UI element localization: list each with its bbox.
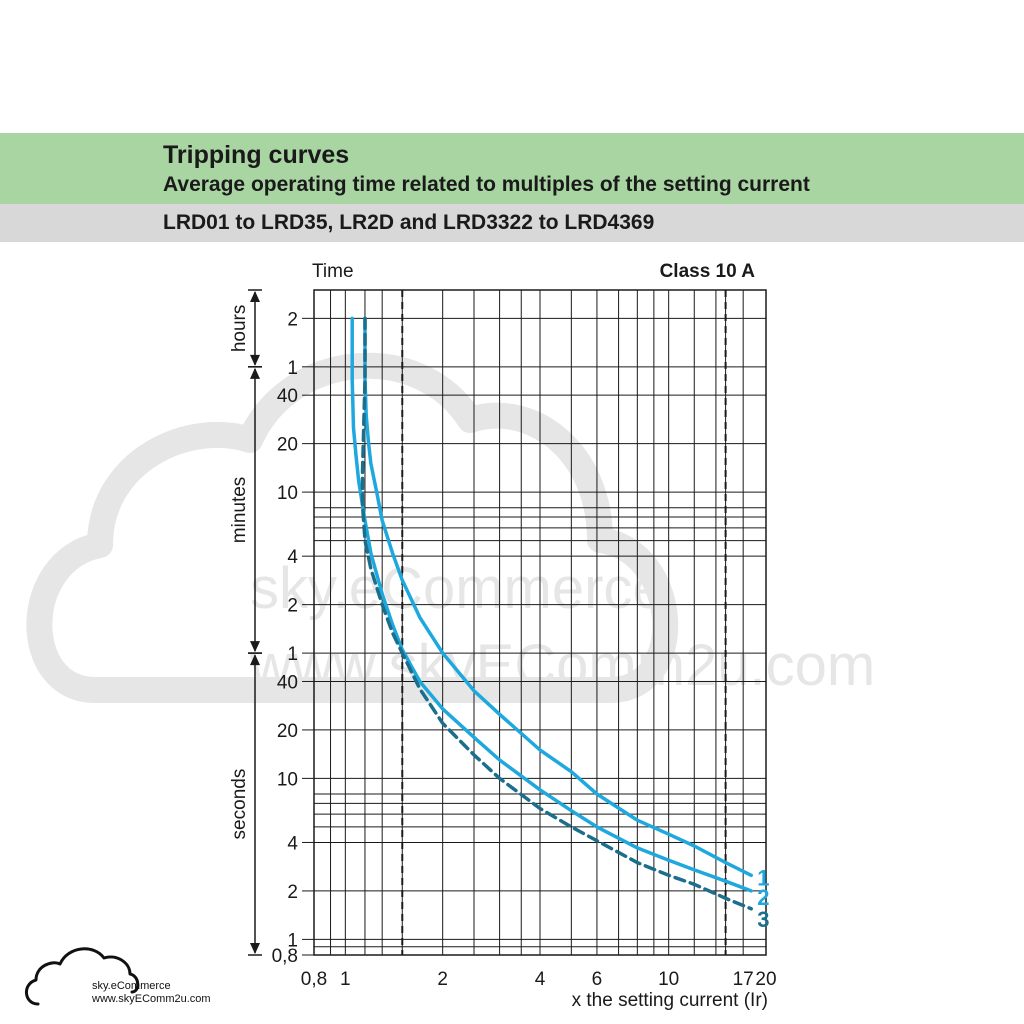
arrow-down-icon — [250, 354, 260, 366]
chart-labels: Time Class 10 A x the setting current (I… — [229, 261, 777, 1011]
dashed-reference-lines — [401, 290, 727, 955]
x-tick-label: 4 — [535, 969, 546, 990]
y-group-label: seconds — [229, 769, 250, 840]
logo-cloud-icon — [25, 947, 140, 1006]
series-line-1 — [363, 316, 753, 878]
arrow-up-icon — [250, 654, 260, 666]
series-line-2 — [350, 316, 753, 893]
arrow-down-icon — [250, 943, 260, 954]
y-tick-label: 10 — [277, 769, 298, 790]
y-tick-label: 10 — [277, 483, 298, 504]
chart-title: Class 10 A — [660, 261, 756, 282]
axes — [248, 289, 314, 956]
arrow-down-icon — [250, 641, 260, 653]
x-tick-label: 6 — [592, 969, 603, 990]
x-tick-label: 17 — [733, 969, 754, 990]
series-label-2: 2 — [757, 885, 769, 910]
grid — [313, 289, 767, 956]
watermark-cloud-shape — [26, 352, 679, 703]
header-green-band — [0, 133, 1024, 204]
x-tick-label: 10 — [658, 969, 679, 990]
x-tick-label: 1 — [340, 969, 351, 990]
series-label-1: 1 — [757, 865, 769, 890]
page-title: Tripping curves — [163, 141, 350, 169]
x-tick-label: 2 — [437, 969, 448, 990]
y-group-label: hours — [229, 305, 250, 353]
series-label-3: 3 — [757, 907, 769, 932]
y-tick-label: 2 — [287, 309, 298, 330]
y-tick-label: 1 — [287, 358, 298, 379]
logo: sky.eCommerce www.skyEComm2u.com — [24, 930, 214, 1010]
watermark-text-2: www.skyEComm2u.com — [249, 633, 875, 698]
x-axis-label: x the setting current (Ir) — [572, 990, 768, 1011]
watermark-text-1: sky.eCommerce — [250, 556, 665, 621]
x-tick-label: 0,8 — [301, 969, 327, 990]
y-tick-label: 2 — [287, 596, 298, 617]
logo-text-2: www.skyEComm2u.com — [92, 993, 211, 1005]
y-tick-label: 0,8 — [272, 946, 298, 967]
y-tick-label: 1 — [287, 644, 298, 665]
product-range: LRD01 to LRD35, LR2D and LRD3322 to LRD4… — [163, 211, 655, 234]
y-tick-label: 2 — [287, 882, 298, 903]
series — [350, 316, 753, 911]
watermark: sky.eCommerce www.skyEComm2u.com — [26, 352, 875, 703]
y-tick-label: 4 — [287, 547, 298, 568]
y-tick-label: 40 — [277, 386, 298, 407]
series-line-3 — [360, 316, 753, 911]
arrow-up-icon — [250, 291, 260, 302]
y-axis-label: Time — [312, 261, 354, 282]
y-tick-label: 20 — [277, 721, 298, 742]
x-tick-label: 20 — [755, 969, 776, 990]
y-tick-label: 40 — [277, 672, 298, 693]
y-tick-label: 1 — [287, 930, 298, 951]
header-grey-band — [0, 204, 1024, 242]
page-subtitle: Average operating time related to multip… — [163, 173, 810, 196]
arrow-up-icon — [250, 367, 260, 379]
y-tick-label: 4 — [287, 833, 298, 854]
logo-text-1: sky.eCommerce — [92, 980, 171, 992]
y-tick-label: 20 — [277, 435, 298, 456]
y-group-label: minutes — [229, 477, 250, 544]
